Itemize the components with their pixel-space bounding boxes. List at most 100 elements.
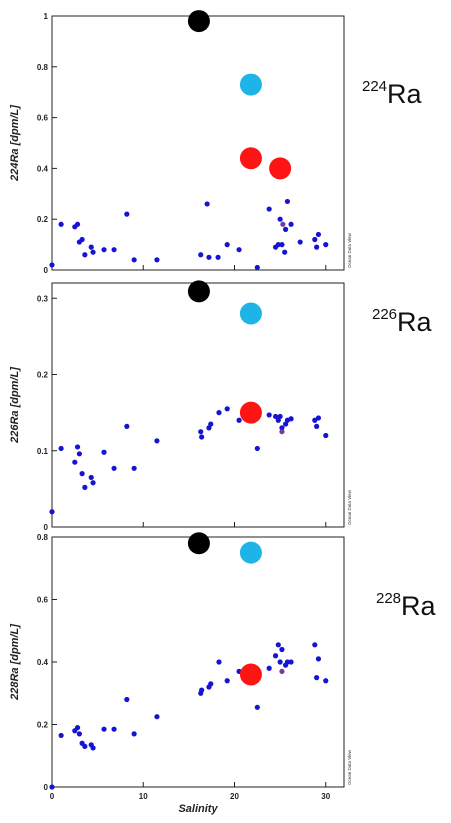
data-point [266, 206, 272, 212]
data-point [90, 745, 96, 751]
data-point [216, 659, 222, 665]
plot-frame [51, 536, 345, 788]
data-point [254, 704, 260, 710]
data-point [82, 743, 88, 749]
data-point [282, 249, 288, 255]
x-tick-label: 10 [139, 792, 148, 801]
end-member-marker [187, 532, 210, 555]
end-member-marker [269, 157, 292, 180]
y-tick-label: 0.2 [37, 721, 49, 730]
isotope-label-224ra: 224Ra [362, 78, 422, 109]
y-axis-title: 228Ra [dpm/L] [9, 624, 21, 701]
data-point [208, 421, 214, 427]
data-point [266, 412, 272, 418]
data-point [199, 434, 205, 440]
data-point [154, 257, 160, 263]
data-point [49, 784, 55, 790]
data-point [124, 696, 130, 703]
y-tick-label: 0.6 [37, 596, 49, 605]
y-tick-label: 0.2 [37, 215, 49, 224]
data-point [208, 681, 214, 687]
data-point [254, 445, 260, 452]
data-point [90, 249, 96, 255]
data-point [315, 415, 322, 421]
data-point [288, 659, 294, 665]
data-point [277, 413, 283, 420]
data-point [111, 247, 117, 253]
data-point [254, 264, 260, 271]
panel-226ra: 0 0.1 0.2 0.3 226Ra [dpm/L] Ocean Data View [9, 280, 352, 532]
y-axis-title: 226Ra [dpm/L] [9, 367, 21, 444]
data-point [76, 451, 82, 457]
plot-frame [51, 15, 345, 271]
end-member-marker [187, 10, 210, 33]
data-point [154, 714, 160, 720]
data-point [312, 236, 318, 243]
data-point [323, 242, 329, 248]
panel-224ra: 0 0.2 0.4 0.6 0.8 1 224Ra [dpm/L] Ocean Data Vi… [9, 10, 352, 275]
y-tick-label: 0.6 [37, 114, 49, 123]
data-point [88, 244, 94, 250]
y-tick-label: 0 [44, 783, 49, 792]
data-point [79, 471, 85, 477]
data-point [101, 247, 107, 253]
data-point [124, 211, 130, 217]
data-point [74, 221, 81, 227]
data-point [279, 646, 285, 653]
x-tick-label: 30 [321, 792, 330, 801]
ocean-data-view-watermark: Ocean Data View [347, 232, 352, 268]
data-point [279, 668, 285, 674]
data-point [49, 262, 55, 268]
y-tick-label: 0 [44, 523, 49, 532]
data-point [224, 406, 230, 412]
data-point [101, 449, 107, 455]
data-point [272, 653, 279, 659]
end-member-marker [239, 302, 262, 325]
data-point [288, 221, 294, 227]
y-axis-title: 224Ra [dpm/L] [9, 105, 21, 182]
end-member-marker [239, 147, 262, 170]
data-point [58, 732, 64, 739]
data-point [314, 244, 320, 250]
end-member-marker [239, 663, 262, 686]
data-point [131, 465, 137, 471]
x-tick-label: 20 [230, 792, 239, 801]
data-point [279, 425, 285, 431]
data-point [101, 726, 107, 732]
end-member-marker [239, 541, 262, 564]
end-member-marker [187, 280, 210, 303]
data-point [279, 429, 285, 435]
data-point [79, 236, 85, 243]
data-point [216, 410, 222, 416]
data-point [224, 678, 230, 684]
data-point [124, 423, 130, 429]
y-tick-label: 1 [44, 12, 49, 21]
y-tick-label: 0.2 [37, 371, 49, 380]
data-point [131, 731, 137, 737]
data-point [74, 444, 81, 450]
data-point [312, 642, 318, 648]
data-point [315, 231, 322, 238]
data-point [284, 659, 291, 665]
y-tick-label: 0 [44, 266, 49, 275]
data-point [323, 432, 329, 439]
data-point [275, 242, 281, 248]
x-tick-label: 0 [50, 792, 55, 801]
x-axis-title: Salinity [178, 803, 218, 815]
end-member-marker [239, 401, 262, 424]
data-point [76, 731, 82, 737]
y-tick-label: 0.3 [37, 294, 49, 303]
data-point [288, 416, 294, 422]
data-point [90, 480, 96, 486]
data-point [236, 417, 242, 423]
data-point [88, 474, 94, 481]
y-tick-label: 0.8 [37, 63, 49, 72]
data-point [297, 239, 303, 245]
data-point [323, 678, 329, 684]
data-point [58, 221, 64, 227]
y-tick-label: 0.1 [37, 447, 49, 456]
data-point [215, 254, 221, 260]
data-point [206, 254, 212, 260]
data-point [49, 509, 55, 515]
